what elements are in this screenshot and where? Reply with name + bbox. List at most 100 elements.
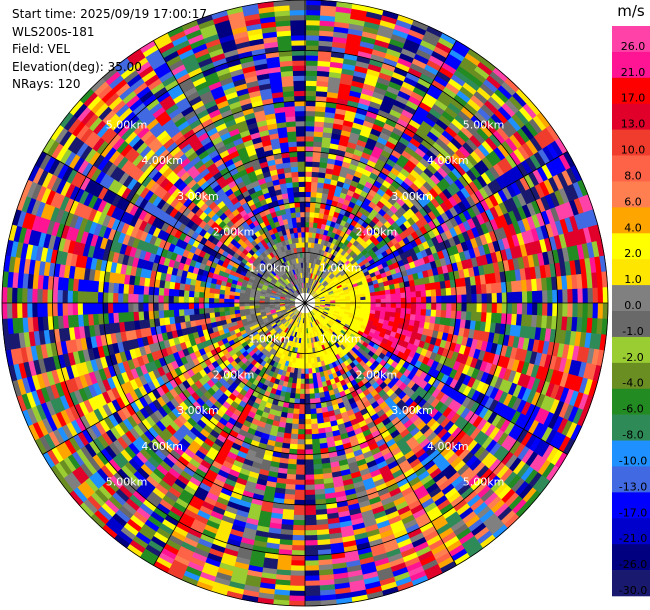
radar-gate [305,75,318,82]
radar-gate [446,53,463,67]
radar-gate [410,266,418,275]
radar-gate [449,279,457,289]
radar-gate [365,11,384,21]
radar-gate [540,367,550,383]
radar-gate [390,293,397,299]
radar-gate [304,474,315,481]
radar-gate [354,112,367,121]
radar-gate [292,519,305,526]
radar-gate [519,268,527,282]
radar-gate [481,303,488,314]
radar-gate [449,206,459,218]
radar-gate [425,309,432,317]
radar-gate [326,314,333,319]
radar-gate [395,95,410,106]
radar-gate [323,310,329,314]
radar-gate [441,295,447,304]
radar-gate [310,278,314,284]
radar-gate [313,293,319,298]
radar-gate [398,154,410,165]
radar-gate [376,76,392,87]
radar-gate [305,267,308,273]
radar-gate [535,365,545,381]
radar-gate [340,304,346,308]
radar-gate [413,53,430,66]
radar-gate [458,211,468,224]
radar-gate [404,145,416,157]
radar-gate [563,232,573,249]
radar-gate [484,273,492,285]
radar-gate [423,116,437,128]
radar-gate [338,261,345,268]
radar-gate [329,295,336,298]
radar-gate [323,291,329,295]
radar-gate [444,159,456,172]
radar-gate [534,407,546,424]
radar-gate [337,286,344,291]
radar-gate [304,408,311,415]
radar-gate [360,35,377,45]
radar-gate [438,355,447,366]
radar-gate [319,306,326,309]
radar-gate [534,240,543,255]
radar-gate [430,289,437,297]
radar-gate [398,281,406,289]
radar-gate [324,295,330,298]
radar-gate [317,55,332,63]
radar-gate [499,173,512,188]
radar-gate [464,319,472,330]
radar-gate [479,124,494,139]
radar-gate [547,176,560,194]
radar-gate [503,225,513,239]
radar-gate [467,118,481,133]
radar-gate [578,212,589,230]
radar-gate [592,303,599,320]
radar-gate [380,294,387,300]
radar-gate [534,265,542,280]
radar-gate [484,100,499,115]
radar-gate [386,325,394,332]
radar-gate [307,247,312,253]
radar-gate [338,312,345,316]
radar-gate [372,91,386,101]
radar-gate [295,464,305,471]
radar-gate [325,284,331,290]
radar-gate [324,297,331,300]
radar-gate [583,227,593,245]
radar-gate [451,303,457,312]
radar-gate [515,314,523,327]
radar-gate [397,14,415,26]
radar-gate [329,242,336,250]
radar-gate [496,127,511,142]
radar-gate [554,385,565,402]
radar-gate [317,259,322,266]
radar-gate [379,290,386,296]
radar-gate [480,211,491,224]
radar-gate [307,272,310,279]
radar-gate [305,166,313,172]
radar-gate [306,287,309,294]
radar-gate [327,81,341,89]
radar-gate [474,320,482,332]
radar-gate [450,310,457,320]
radar-gate [325,167,334,175]
radar-gate [420,263,428,273]
radar-gate [501,356,511,370]
radar-gate [314,263,318,270]
radar-gate [328,309,335,313]
radar-gate [460,187,471,200]
radar-gate [529,351,538,366]
radar-gate [315,90,329,98]
radar-gate [318,40,334,47]
radar-gate [516,291,523,304]
radar-gate [568,359,578,377]
radar-gate [391,273,399,280]
radar-gate [471,226,481,239]
radar-gate [451,152,464,166]
radar-gate [303,580,320,587]
radar-gate [355,165,366,175]
radar-gate [497,85,514,101]
radar-gate [363,78,378,88]
radar-gate [510,280,518,293]
radar-gate [321,192,329,200]
